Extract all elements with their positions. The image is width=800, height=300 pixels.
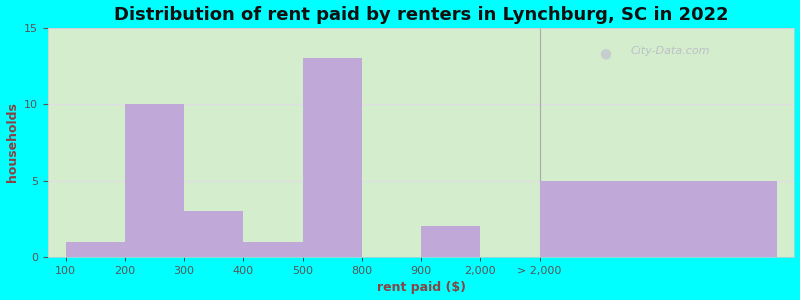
Bar <box>540 181 777 257</box>
Bar <box>125 104 184 257</box>
X-axis label: rent paid ($): rent paid ($) <box>377 281 466 294</box>
Bar <box>302 58 362 257</box>
Bar <box>540 28 794 257</box>
Y-axis label: households: households <box>6 102 18 182</box>
Title: Distribution of rent paid by renters in Lynchburg, SC in 2022: Distribution of rent paid by renters in … <box>114 6 729 24</box>
Bar <box>243 242 302 257</box>
Bar <box>48 28 540 257</box>
Bar <box>421 226 480 257</box>
Bar <box>66 242 125 257</box>
Bar <box>184 211 243 257</box>
Text: ●: ● <box>599 46 611 60</box>
Text: City-Data.com: City-Data.com <box>630 46 710 56</box>
